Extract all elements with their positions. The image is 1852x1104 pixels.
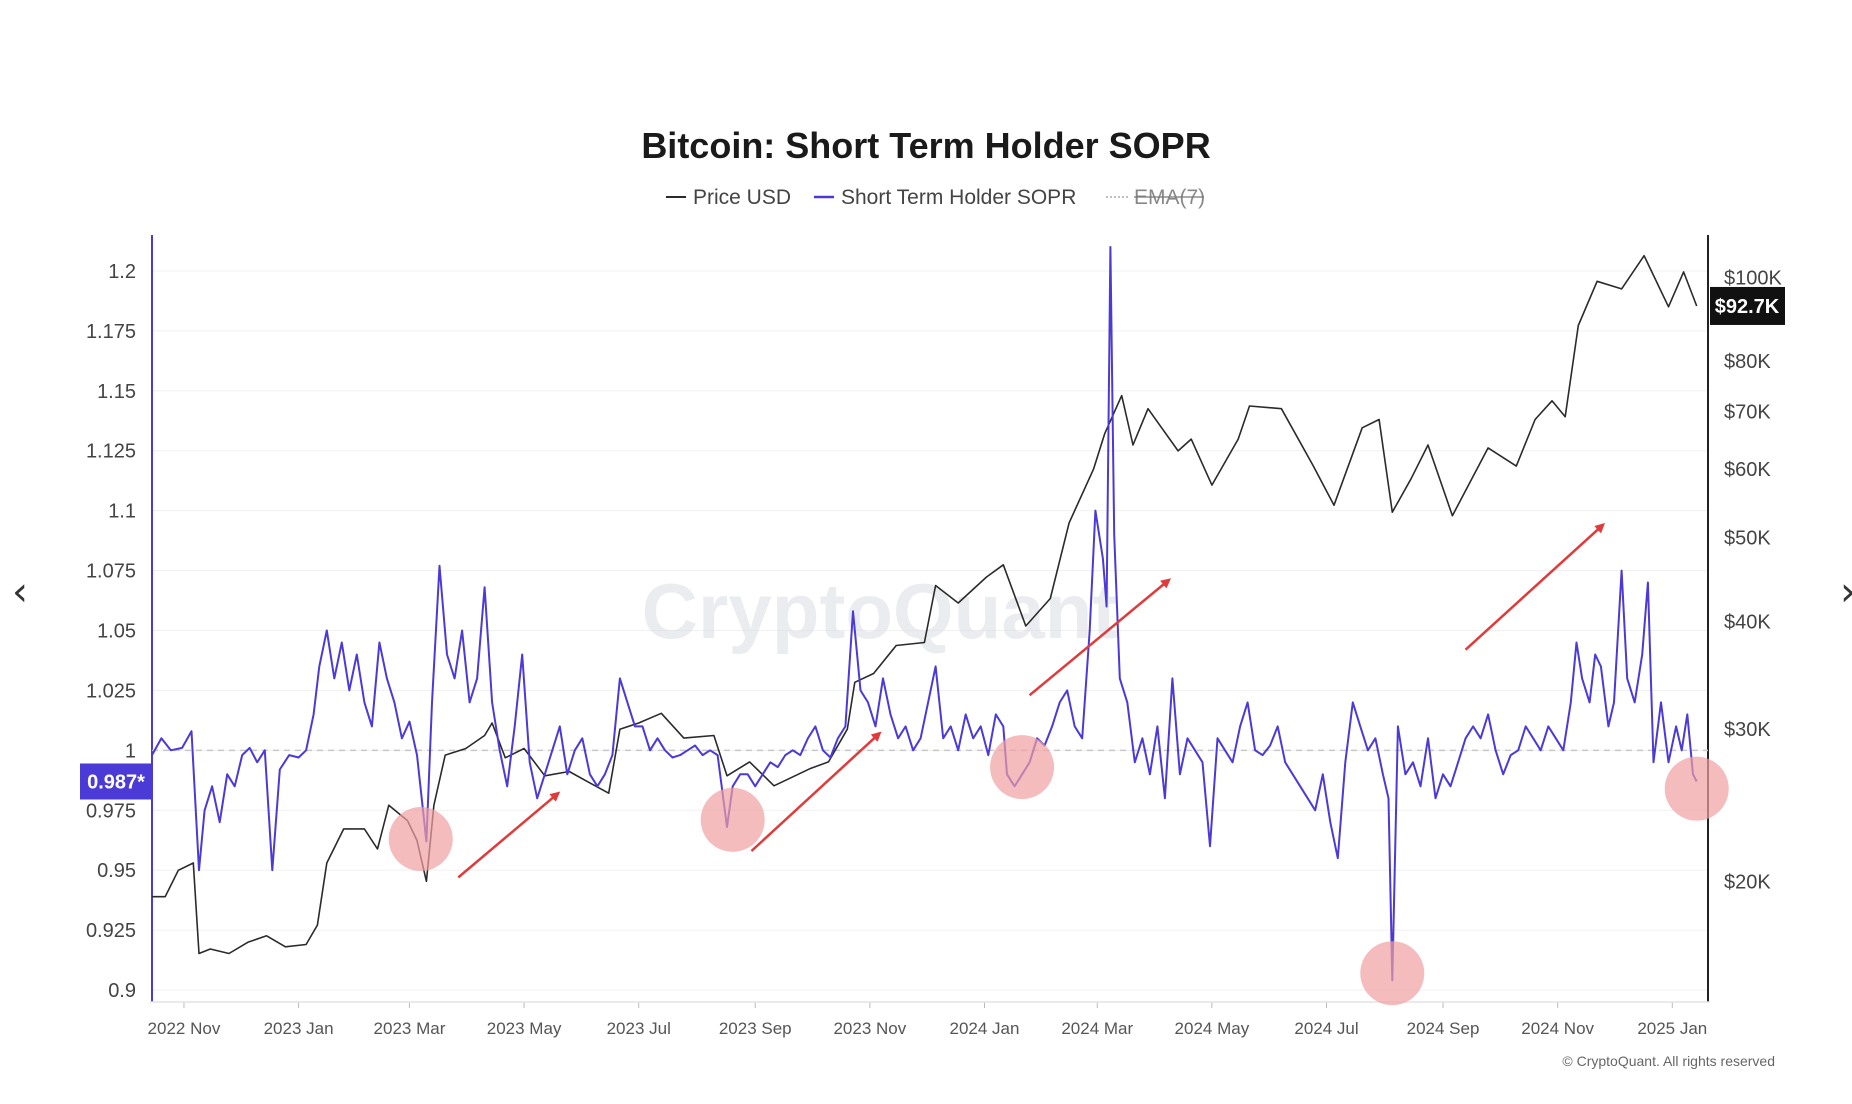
legend-item-sopr[interactable]: Short Term Holder SOPR (814, 186, 1076, 209)
highlight-circles (388, 735, 1729, 1006)
legend-label-price: Price USD (693, 186, 791, 209)
y-tick-left-label: 1.1 (108, 501, 136, 523)
current-sopr-badge: 0.987* (80, 763, 152, 800)
legend-item-ema[interactable]: EMA(7) (1106, 186, 1205, 209)
legend-item-price[interactable]: Price USD (666, 186, 791, 209)
y-tick-right-label: $70K (1724, 401, 1771, 423)
watermark: CryptoQuant (642, 567, 1119, 655)
y-tick-right-label: $50K (1724, 528, 1771, 550)
current-price-badge: $92.7K (1710, 286, 1785, 325)
trend-arrow (457, 791, 561, 879)
x-tick-label: 2024 Nov (1521, 1019, 1594, 1038)
x-tick-label: 2024 Sep (1407, 1019, 1480, 1038)
y-tick-left-label: 0.95 (97, 860, 136, 882)
highlight-circle (700, 787, 765, 852)
y-tick-right-label: $80K (1724, 351, 1771, 373)
x-tick-label: 2023 Mar (374, 1019, 446, 1038)
y-tick-left-label: 1.125 (86, 441, 136, 463)
trend-arrow (1464, 523, 1605, 651)
x-tick-label: 2025 Jan (1637, 1019, 1707, 1038)
trend-arrows (457, 523, 1605, 879)
x-axis-ticks: 2022 Nov 2023 Jan 2023 Mar 2023 May 2023 Jul… (148, 1002, 1707, 1038)
current-price-value: $92.7K (1715, 296, 1780, 318)
y-axis-right-ticks: $20K $30K $40K $50K $60K $70K $80K $100K (1724, 268, 1782, 894)
x-tick-label: 2023 Nov (833, 1019, 906, 1038)
current-price-badge-bg (1710, 286, 1785, 325)
trend-arrow (1028, 578, 1171, 697)
highlight-circle (1664, 756, 1729, 821)
x-tick-label: 2024 May (1175, 1019, 1250, 1038)
y-axis-left-ticks: 0.9 0.925 0.95 0.975 1 1.025 1.05 1.075 1.1 1.125… (86, 261, 136, 1002)
chevron-right-icon[interactable]: › (1830, 572, 1852, 612)
y-tick-right-label: $20K (1724, 871, 1771, 893)
current-sopr-badge-bg (80, 763, 152, 800)
y-tick-left-label: 0.9 (108, 980, 136, 1002)
highlight-circle (990, 735, 1055, 800)
current-sopr-value: 0.987* (87, 771, 145, 793)
trend-arrow (750, 731, 882, 852)
x-tick-label: 2023 Jul (607, 1019, 671, 1038)
chart-title: Bitcoin: Short Term Holder SOPR (641, 125, 1210, 166)
y-tick-left-label: 1.025 (86, 680, 136, 702)
x-tick-label: 2023 May (487, 1019, 562, 1038)
y-tick-right-label: $60K (1724, 459, 1771, 481)
highlight-circle (388, 807, 453, 872)
y-tick-left-label: 1.05 (97, 620, 136, 642)
y-tick-left-label: 1 (125, 740, 136, 762)
y-tick-right-label: $40K (1724, 611, 1771, 633)
x-tick-label: 2024 Jul (1294, 1019, 1358, 1038)
copyright-notice: © CryptoQuant. All rights reserved (1562, 1053, 1775, 1069)
price-line (152, 254, 1698, 955)
x-tick-label: 2022 Nov (148, 1019, 221, 1038)
y-tick-left-label: 0.975 (86, 800, 136, 822)
y-tick-left-label: 1.175 (86, 321, 136, 343)
y-tick-right-label: $100K (1724, 268, 1782, 290)
highlight-circle (1360, 941, 1425, 1006)
price-series (152, 254, 1698, 955)
y-tick-left-label: 1.2 (108, 261, 136, 283)
chevron-left-icon[interactable]: ‹ (12, 569, 28, 615)
x-tick-label: 2023 Sep (719, 1019, 792, 1038)
x-tick-label: 2024 Jan (950, 1019, 1020, 1038)
x-tick-label: 2024 Mar (1061, 1019, 1133, 1038)
y-tick-left-label: 1.075 (86, 561, 136, 583)
legend: Price USD Short Term Holder SOPR EMA(7) (666, 186, 1205, 209)
legend-label-sopr: Short Term Holder SOPR (841, 186, 1076, 209)
y-tick-left-label: 0.925 (86, 920, 136, 942)
y-tick-right-label: $30K (1724, 719, 1771, 741)
y-tick-left-label: 1.15 (97, 381, 136, 403)
x-tick-label: 2023 Jan (264, 1019, 334, 1038)
